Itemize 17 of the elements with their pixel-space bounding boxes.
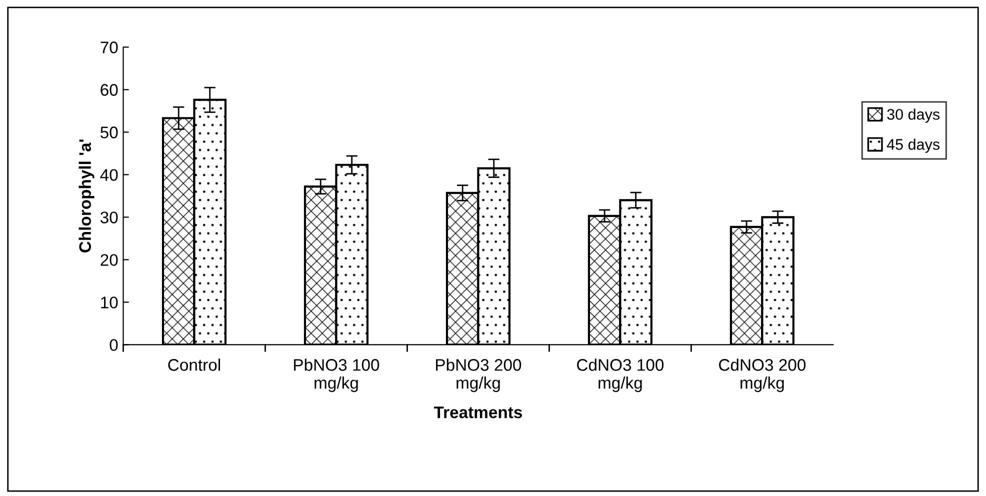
y-tick-label: 0 [110,339,118,351]
y-tick-label: 30 [100,212,118,224]
x-tick-label: PbNO3 100 mg/kg [294,358,380,392]
x-tick-label: PbNO3 200 mg/kg [436,358,522,392]
x-tick-label: CdNO3 100 mg/kg [577,358,664,392]
y-tick-label: 40 [100,169,118,181]
y-axis-title: Chlorophyll 'a' [78,140,94,252]
y-tick-label: 10 [101,296,118,308]
legend-label: 30 days [887,108,940,123]
x-tick-label: Control [168,358,220,371]
legend-label: 45 days [886,138,940,153]
y-tick-label: 50 [100,126,118,138]
x-tick-label: CdNO3 200 mg/kg [719,358,806,392]
y-tick-label: 70 [100,42,118,54]
y-tick-label: 60 [100,84,118,96]
x-axis-title: Treatments [434,406,522,418]
y-tick-label: 20 [100,254,118,266]
